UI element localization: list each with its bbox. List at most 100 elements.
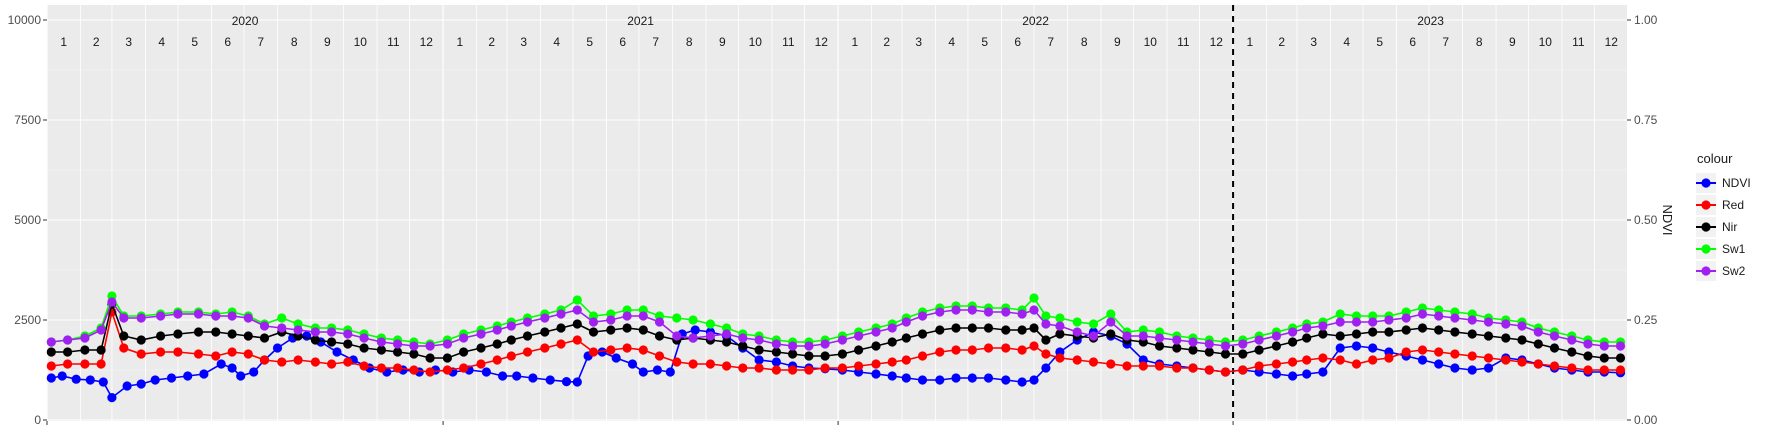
data-point-red — [935, 347, 945, 357]
data-point-red — [310, 357, 320, 367]
data-point-nir — [1154, 341, 1165, 351]
month-label: 10 — [354, 35, 368, 49]
month-label: 5 — [191, 35, 198, 49]
legend-label: Sw1 — [1722, 242, 1746, 256]
legend-key-marker — [1701, 178, 1711, 188]
data-point-sw1 — [1088, 319, 1099, 329]
series-red — [46, 307, 1626, 377]
data-point-red — [672, 357, 682, 367]
data-point-ndvi — [1271, 369, 1281, 379]
data-point-nir — [1351, 329, 1362, 339]
data-point-sw2 — [771, 339, 782, 349]
year-label: 2021 — [627, 14, 654, 28]
data-point-sw1 — [1041, 311, 1051, 321]
data-point-red — [887, 357, 897, 367]
month-label: 10 — [749, 35, 763, 49]
data-point-sw2 — [1204, 339, 1214, 349]
month-label: 2 — [488, 35, 495, 49]
data-point-red — [1172, 363, 1182, 373]
data-point-ndvi — [638, 367, 648, 377]
data-point-red — [476, 359, 486, 369]
data-point-sw2 — [310, 327, 320, 337]
data-point-ndvi — [871, 369, 881, 379]
data-point-nir — [983, 323, 994, 333]
data-point-sw2 — [951, 305, 961, 315]
data-point-red — [63, 359, 73, 369]
data-point-sw2 — [540, 313, 550, 323]
data-point-red — [492, 355, 502, 365]
data-point-nir — [572, 319, 582, 329]
data-point-nir — [1288, 337, 1298, 347]
data-point-sw2 — [1254, 335, 1264, 345]
data-point-sw2 — [1384, 315, 1394, 325]
month-label: 8 — [1081, 35, 1088, 49]
data-point-red — [293, 355, 303, 365]
data-point-sw2 — [211, 311, 221, 321]
data-point-sw2 — [1271, 331, 1281, 341]
data-point-red — [459, 363, 469, 373]
data-point-sw2 — [1401, 313, 1411, 323]
data-point-sw2 — [492, 325, 502, 335]
data-point-nir — [1204, 347, 1214, 357]
data-point-red — [1599, 365, 1609, 375]
data-point-sw2 — [606, 315, 616, 325]
data-point-red — [738, 363, 748, 373]
data-point-sw2 — [506, 321, 516, 331]
data-point-red — [1138, 361, 1148, 371]
data-point-sw2 — [1188, 337, 1198, 347]
data-point-sw2 — [442, 339, 452, 349]
data-point-nir — [1401, 325, 1411, 335]
data-point-sw2 — [293, 325, 303, 335]
data-point-red — [1041, 349, 1051, 359]
data-point-ndvi — [935, 375, 945, 385]
data-point-red — [1017, 345, 1027, 355]
data-point-sw2 — [1154, 333, 1165, 343]
month-label: 7 — [652, 35, 659, 49]
legend-item-sw1: Sw1 — [1696, 239, 1746, 259]
right-axis-title: NDVI — [1660, 204, 1675, 235]
data-point-nir — [211, 327, 221, 337]
data-point-ndvi — [57, 371, 67, 381]
data-point-sw2 — [688, 333, 698, 343]
data-point-sw2 — [173, 309, 183, 319]
data-point-red — [119, 343, 129, 353]
data-point-sw2 — [754, 335, 764, 345]
data-point-nir — [771, 347, 782, 357]
data-point-red — [1220, 367, 1231, 377]
data-point-ndvi — [98, 377, 108, 387]
data-point-red — [327, 359, 337, 369]
data-point-sw2 — [572, 305, 582, 315]
data-point-sw2 — [425, 341, 435, 351]
data-point-ndvi — [1417, 355, 1428, 365]
data-point-nir — [80, 345, 90, 355]
data-point-sw2 — [343, 329, 353, 339]
data-point-nir — [393, 347, 403, 357]
data-point-sw2 — [327, 327, 337, 337]
data-point-red — [1615, 365, 1626, 375]
data-point-sw2 — [1335, 317, 1345, 327]
data-point-nir — [119, 331, 129, 341]
series-layer — [46, 291, 1626, 403]
data-point-red — [1368, 355, 1378, 365]
data-point-sw1 — [1072, 317, 1082, 327]
data-point-nir — [738, 341, 748, 351]
data-point-red — [967, 345, 977, 355]
data-point-sw2 — [409, 341, 419, 351]
legend-key-marker — [1701, 222, 1711, 232]
data-point-nir — [1271, 341, 1281, 351]
legend-title: colour — [1697, 151, 1733, 166]
data-point-red — [1501, 355, 1511, 365]
data-point-ndvi — [771, 357, 782, 367]
legend-item-sw2: Sw2 — [1696, 261, 1746, 281]
data-point-sw2 — [983, 307, 994, 317]
data-point-nir — [887, 337, 897, 347]
data-point-nir — [935, 325, 945, 335]
data-point-ndvi — [1450, 363, 1460, 373]
data-point-ndvi — [1302, 369, 1312, 379]
data-point-ndvi — [611, 353, 621, 363]
data-point-ndvi — [481, 367, 491, 377]
data-point-nir — [1017, 325, 1027, 335]
data-point-sw2 — [193, 309, 204, 319]
data-point-ndvi — [1041, 363, 1051, 373]
data-point-sw2 — [1467, 315, 1477, 325]
